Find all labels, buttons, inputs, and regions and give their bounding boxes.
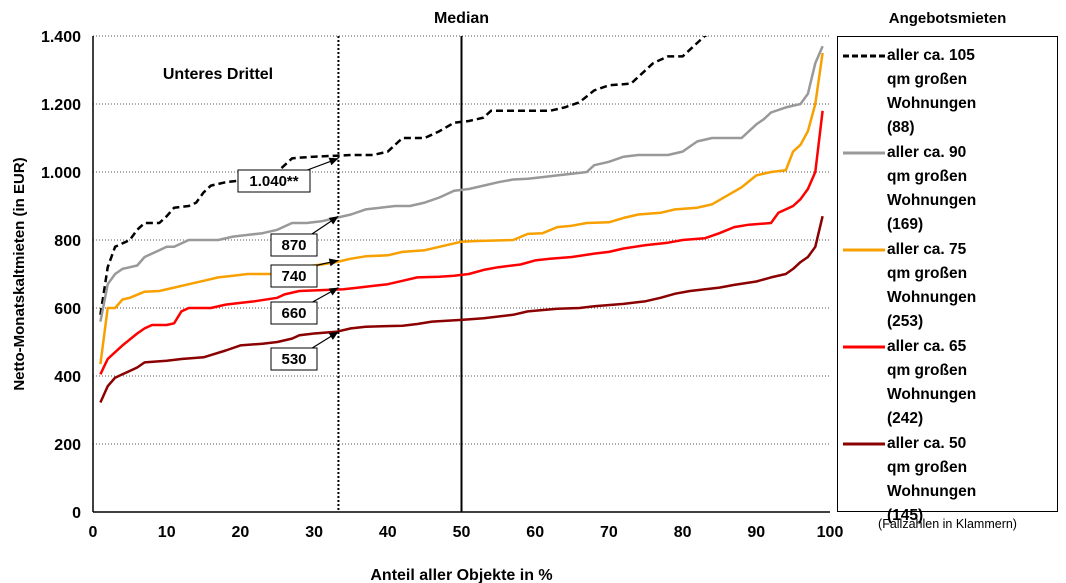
series-line-4 bbox=[99, 110, 824, 375]
annotation-arrowhead bbox=[328, 287, 339, 296]
chart-title: Median bbox=[434, 10, 489, 27]
y-tick-label: 1.000 bbox=[41, 165, 81, 182]
region-label: Unteres Drittel bbox=[163, 66, 273, 83]
x-axis-title: Anteil aller Objekte in % bbox=[370, 567, 552, 583]
y-tick-label: 0 bbox=[72, 505, 81, 522]
annotation-label: 530 bbox=[281, 351, 306, 368]
annotation-box bbox=[270, 301, 318, 325]
annotation-arrowhead bbox=[328, 157, 339, 166]
x-tick-label: 40 bbox=[379, 524, 397, 541]
legend-box bbox=[837, 36, 1058, 512]
x-tick-label: 80 bbox=[674, 524, 692, 541]
annotation-label: 870 bbox=[281, 237, 306, 254]
x-tick-label: 70 bbox=[600, 524, 618, 541]
x-tick-label: 60 bbox=[526, 524, 544, 541]
series-line-1 bbox=[99, 36, 708, 315]
y-tick-label: 1.400 bbox=[41, 29, 81, 46]
annotation-box bbox=[270, 233, 318, 257]
legend-swatch bbox=[843, 248, 885, 252]
x-tick-label: 30 bbox=[305, 524, 323, 541]
annotation-label: 660 bbox=[281, 305, 306, 322]
legend-swatch bbox=[843, 345, 885, 349]
legend-label: aller ca. 90 qm großen Wohnungen (169) bbox=[887, 144, 977, 233]
legend-label: aller ca. 105 qm großen Wohnungen (88) bbox=[887, 47, 977, 136]
y-tick-label: 600 bbox=[54, 301, 81, 318]
x-tick-label: 100 bbox=[817, 524, 844, 541]
legend-label: aller ca. 75 qm großen Wohnungen (253) bbox=[887, 241, 977, 330]
y-tick-label: 400 bbox=[54, 369, 81, 386]
y-tick-label: 1.200 bbox=[41, 97, 81, 114]
series-line-3 bbox=[99, 52, 824, 365]
legend-swatch bbox=[843, 442, 885, 446]
x-tick-label: 90 bbox=[747, 524, 765, 541]
x-tick-label: 20 bbox=[232, 524, 250, 541]
annotation-arrowhead bbox=[328, 331, 339, 340]
series-line-2 bbox=[99, 45, 824, 322]
annotation-box bbox=[270, 264, 318, 288]
legend-swatch bbox=[843, 54, 885, 58]
annotation-arrowhead bbox=[328, 258, 339, 267]
legend-swatch bbox=[843, 151, 885, 155]
annotation-arrowhead bbox=[328, 216, 339, 225]
series-line-5 bbox=[99, 215, 824, 404]
x-tick-label: 10 bbox=[158, 524, 176, 541]
annotation-box bbox=[270, 347, 318, 371]
y-tick-label: 800 bbox=[54, 233, 81, 250]
annotation-label: 1.040** bbox=[249, 173, 298, 190]
annotation-label: 740 bbox=[281, 268, 306, 285]
legend-title: Angebotsmieten bbox=[888, 10, 1007, 27]
legend-label: aller ca. 65 qm großen Wohnungen (242) bbox=[887, 338, 977, 427]
x-tick-label: 50 bbox=[453, 524, 471, 541]
legend-note: (Fallzahlen in Klammern) bbox=[878, 517, 1017, 531]
legend-label: aller ca. 50 qm großen Wohnungen (145) bbox=[887, 435, 977, 524]
annotation-box bbox=[237, 169, 311, 193]
y-axis-title: Netto-Monatskaltmieten (in EUR) bbox=[11, 157, 28, 390]
x-tick-label: 0 bbox=[89, 524, 98, 541]
y-tick-label: 200 bbox=[54, 437, 81, 454]
